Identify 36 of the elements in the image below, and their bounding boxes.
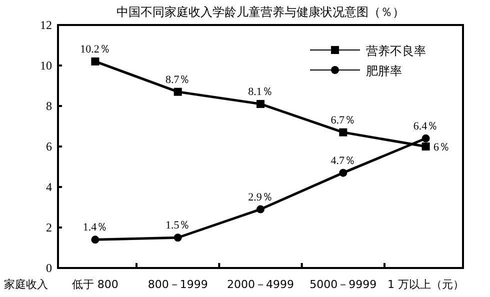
y-tick-label: 10 <box>40 58 52 72</box>
point <box>91 236 100 244</box>
legend-label: 营养不良率 <box>366 44 426 58</box>
point <box>256 100 264 108</box>
x-tick-label: 800－1999 <box>148 278 208 291</box>
y-tick-label: 4 <box>46 180 52 194</box>
data-label: 8.1％ <box>248 86 273 98</box>
x-axis-title: 家庭收入 <box>4 278 48 291</box>
legend-label: 肥胖率 <box>366 64 402 78</box>
x-tick-label: 1 万以上（元） <box>388 278 464 291</box>
data-label: 8.7％ <box>165 74 190 86</box>
data-label: 1.5％ <box>165 220 190 232</box>
data-label: 6％ <box>434 142 450 154</box>
x-tick-label: 2000－4999 <box>227 278 294 291</box>
data-label: 6.7％ <box>330 114 356 126</box>
point <box>422 142 430 150</box>
data-label: 1.4％ <box>82 222 108 234</box>
x-tick-label: 5000－9999 <box>310 278 377 291</box>
y-tick-label: 0 <box>46 261 52 275</box>
point <box>339 168 348 177</box>
point <box>174 88 182 96</box>
data-label: 6.4％ <box>413 120 438 132</box>
point <box>256 205 264 214</box>
point <box>422 134 430 142</box>
y-tick-label: 6 <box>46 140 52 154</box>
y-tick-label: 2 <box>46 220 52 234</box>
point <box>174 234 182 242</box>
point <box>91 57 100 66</box>
x-tick-label: 低于 800 <box>72 278 118 291</box>
y-tick-label: 8 <box>46 99 52 113</box>
data-label: 10.2％ <box>80 43 110 56</box>
y-tick-label: 12 <box>40 18 52 32</box>
point <box>339 128 348 136</box>
data-label: 4.7％ <box>330 154 356 167</box>
data-label: 2.9％ <box>248 191 273 204</box>
chart-title: 中国不同家庭收入学龄儿童营养与健康状况意图（％） <box>116 5 404 19</box>
